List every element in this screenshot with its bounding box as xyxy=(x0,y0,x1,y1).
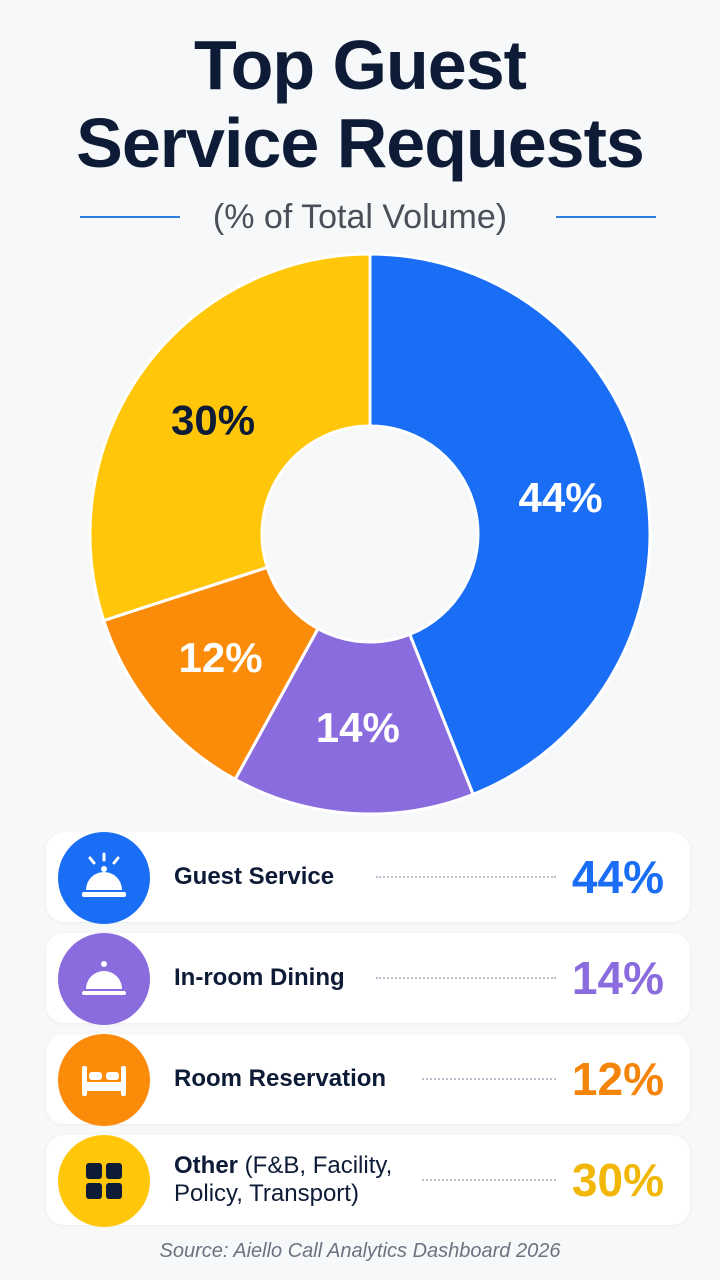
legend-row-guest-service: Guest Service 44% xyxy=(46,832,690,924)
subtitle-rule-left xyxy=(80,216,180,218)
legend-value: 12% xyxy=(571,1053,664,1105)
title-line-1: Top Guest xyxy=(194,26,527,104)
food-cloche-icon xyxy=(82,961,126,995)
subtitle-row: (% of Total Volume) xyxy=(0,192,720,242)
slice-other xyxy=(88,252,372,623)
service-bell-icon xyxy=(82,852,126,897)
title-line-2: Service Requests xyxy=(76,104,645,182)
leader-dots xyxy=(422,1179,556,1181)
grid-icon xyxy=(86,1163,122,1199)
legend-icon-circle xyxy=(58,1034,150,1126)
slice-label-in-room-dining: 14% xyxy=(316,704,400,751)
slice-in-room-dining xyxy=(233,626,476,816)
slice-label-room-reservation: 12% xyxy=(178,634,262,681)
leader-dots xyxy=(422,1078,556,1080)
slice-guest-service xyxy=(368,252,652,797)
slice-label-guest-service: 44% xyxy=(519,474,603,521)
bed-icon xyxy=(82,1066,126,1096)
slice-room-reservation xyxy=(101,565,321,782)
leader-dots xyxy=(376,977,556,979)
legend-name: Room Reservation xyxy=(174,1065,387,1092)
legend-row-other: Other (F&B, Facility, Policy, Transport)… xyxy=(46,1135,690,1227)
legend-name: Other xyxy=(174,1152,239,1179)
legend-detail: (F&B, Facility, Policy, Transport) xyxy=(174,1152,393,1207)
donut-chart: 44% 14% 12% 30% xyxy=(88,252,652,816)
slice-label-other: 30% xyxy=(171,396,255,443)
page-title: Top Guest Service Requests xyxy=(0,26,720,182)
legend-name: In-room Dining xyxy=(174,964,345,991)
legend-label: Other (F&B, Facility, Policy, Transport) xyxy=(174,1135,414,1225)
leader-dots xyxy=(376,876,556,878)
legend-icon-circle xyxy=(58,1135,150,1227)
legend-name: Guest Service xyxy=(174,863,335,890)
legend-label: In-room Dining xyxy=(174,933,345,1023)
chart-subtitle: (% of Total Volume) xyxy=(212,198,508,236)
legend-row-in-room-dining: In-room Dining 14% xyxy=(46,933,690,1025)
legend-label: Room Reservation xyxy=(174,1034,386,1124)
legend-value: 14% xyxy=(571,952,664,1004)
legend-icon-circle xyxy=(58,832,150,924)
legend-icon-circle xyxy=(58,933,150,1025)
legend-row-room-reservation: Room Reservation 12% xyxy=(46,1034,690,1126)
subtitle-rule-right xyxy=(556,216,656,218)
legend-value: 30% xyxy=(571,1154,664,1206)
source-note: Source: Aiello Call Analytics Dashboard … xyxy=(159,1240,561,1262)
legend-value: 44% xyxy=(571,851,664,903)
legend-label: Guest Service xyxy=(174,832,334,922)
